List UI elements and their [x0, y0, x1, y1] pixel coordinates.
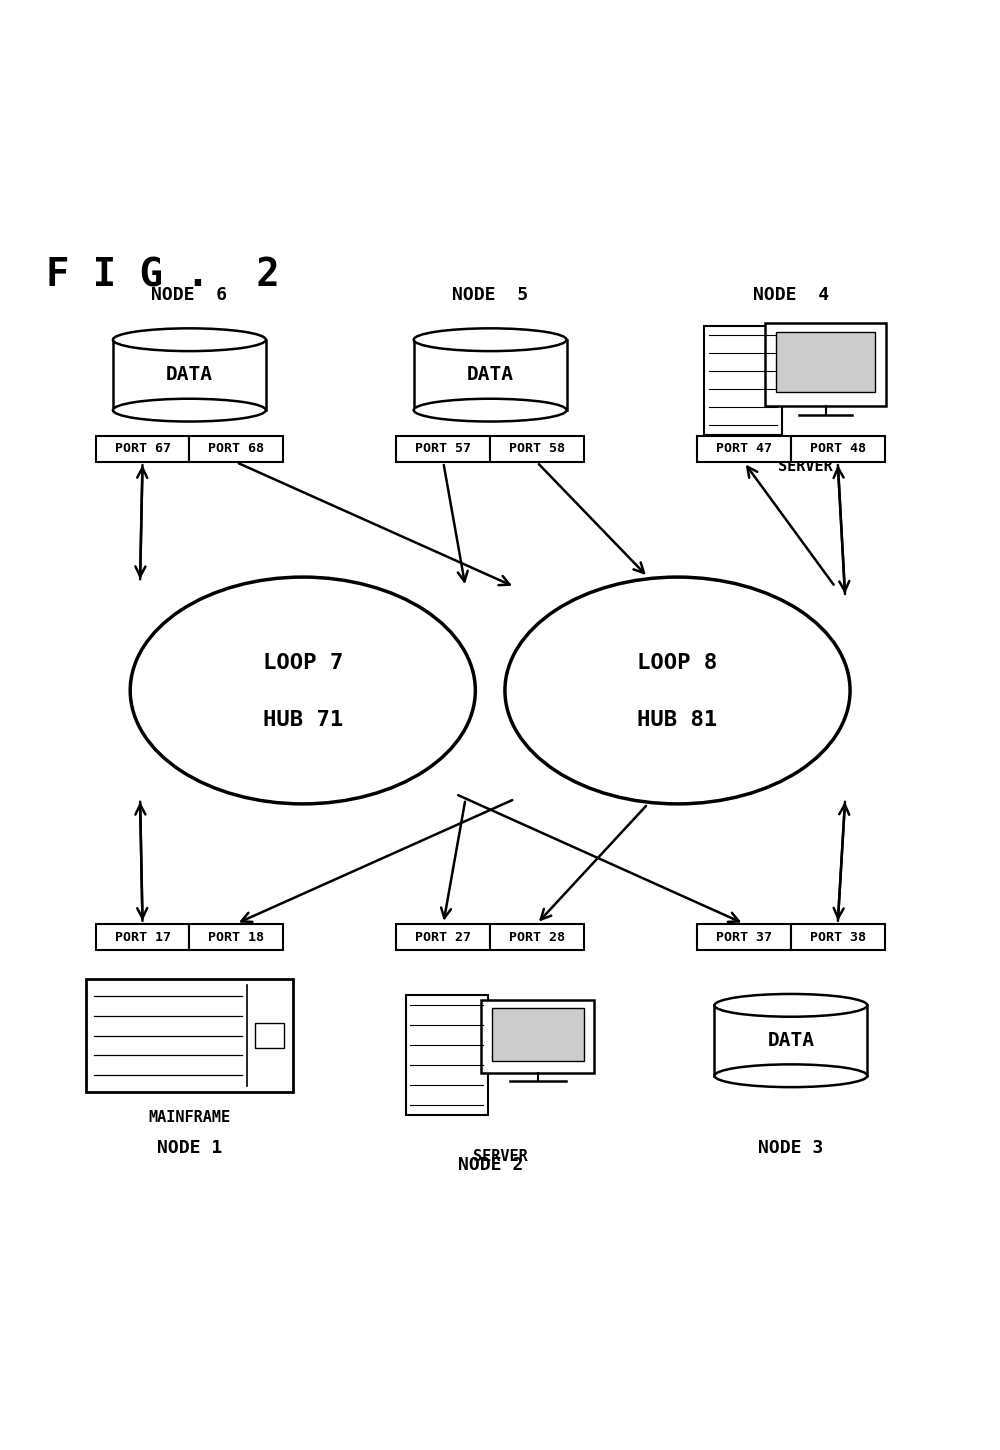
Ellipse shape — [113, 328, 266, 351]
FancyBboxPatch shape — [697, 435, 791, 463]
FancyBboxPatch shape — [189, 924, 283, 950]
FancyBboxPatch shape — [255, 1024, 284, 1048]
Text: PORT 38: PORT 38 — [810, 931, 866, 944]
FancyBboxPatch shape — [113, 339, 266, 410]
Text: NODE 2: NODE 2 — [458, 1156, 523, 1173]
Ellipse shape — [130, 577, 475, 803]
Text: DATA: DATA — [767, 1031, 814, 1050]
FancyBboxPatch shape — [704, 326, 782, 435]
FancyBboxPatch shape — [86, 979, 293, 1092]
FancyBboxPatch shape — [791, 924, 885, 950]
Text: NODE  6: NODE 6 — [151, 286, 227, 304]
Text: PORT 17: PORT 17 — [115, 931, 171, 944]
Text: PORT 47: PORT 47 — [716, 442, 772, 455]
FancyBboxPatch shape — [490, 924, 584, 950]
FancyBboxPatch shape — [189, 435, 283, 463]
FancyBboxPatch shape — [96, 924, 189, 950]
Text: LOOP 7: LOOP 7 — [263, 652, 343, 673]
Text: SERVER: SERVER — [778, 458, 833, 474]
Text: PORT 37: PORT 37 — [716, 931, 772, 944]
Text: NODE 3: NODE 3 — [758, 1138, 824, 1157]
Ellipse shape — [714, 1064, 867, 1088]
Ellipse shape — [414, 328, 567, 351]
Text: PORT 48: PORT 48 — [810, 442, 866, 455]
Text: LOOP 8: LOOP 8 — [637, 652, 718, 673]
Text: HUB 81: HUB 81 — [637, 710, 718, 729]
Text: MAINFRAME: MAINFRAME — [148, 1109, 230, 1125]
FancyBboxPatch shape — [396, 924, 490, 950]
Text: DATA: DATA — [467, 365, 514, 384]
Text: PORT 27: PORT 27 — [415, 931, 471, 944]
FancyBboxPatch shape — [396, 435, 490, 463]
Text: PORT 58: PORT 58 — [509, 442, 565, 455]
FancyBboxPatch shape — [492, 1008, 584, 1061]
Text: PORT 68: PORT 68 — [208, 442, 264, 455]
Text: HUB 71: HUB 71 — [263, 710, 343, 729]
Text: NODE  5: NODE 5 — [452, 286, 528, 304]
FancyBboxPatch shape — [96, 435, 189, 463]
FancyBboxPatch shape — [414, 339, 567, 410]
Text: PORT 67: PORT 67 — [115, 442, 171, 455]
FancyBboxPatch shape — [791, 435, 885, 463]
Text: NODE 1: NODE 1 — [157, 1138, 222, 1157]
FancyBboxPatch shape — [714, 1005, 867, 1076]
Text: PORT 57: PORT 57 — [415, 442, 471, 455]
FancyBboxPatch shape — [697, 924, 791, 950]
FancyBboxPatch shape — [481, 1000, 594, 1073]
Ellipse shape — [714, 993, 867, 1016]
Ellipse shape — [113, 399, 266, 422]
FancyBboxPatch shape — [490, 435, 584, 463]
Text: F I G .  2: F I G . 2 — [46, 257, 280, 294]
FancyBboxPatch shape — [765, 323, 886, 406]
Text: NODE  4: NODE 4 — [753, 286, 829, 304]
Text: PORT 28: PORT 28 — [509, 931, 565, 944]
Text: SERVER: SERVER — [473, 1148, 527, 1164]
FancyBboxPatch shape — [776, 332, 875, 392]
Text: PORT 18: PORT 18 — [208, 931, 264, 944]
FancyBboxPatch shape — [406, 996, 488, 1115]
Ellipse shape — [505, 577, 850, 803]
Text: DATA: DATA — [166, 365, 213, 384]
Ellipse shape — [414, 399, 567, 422]
